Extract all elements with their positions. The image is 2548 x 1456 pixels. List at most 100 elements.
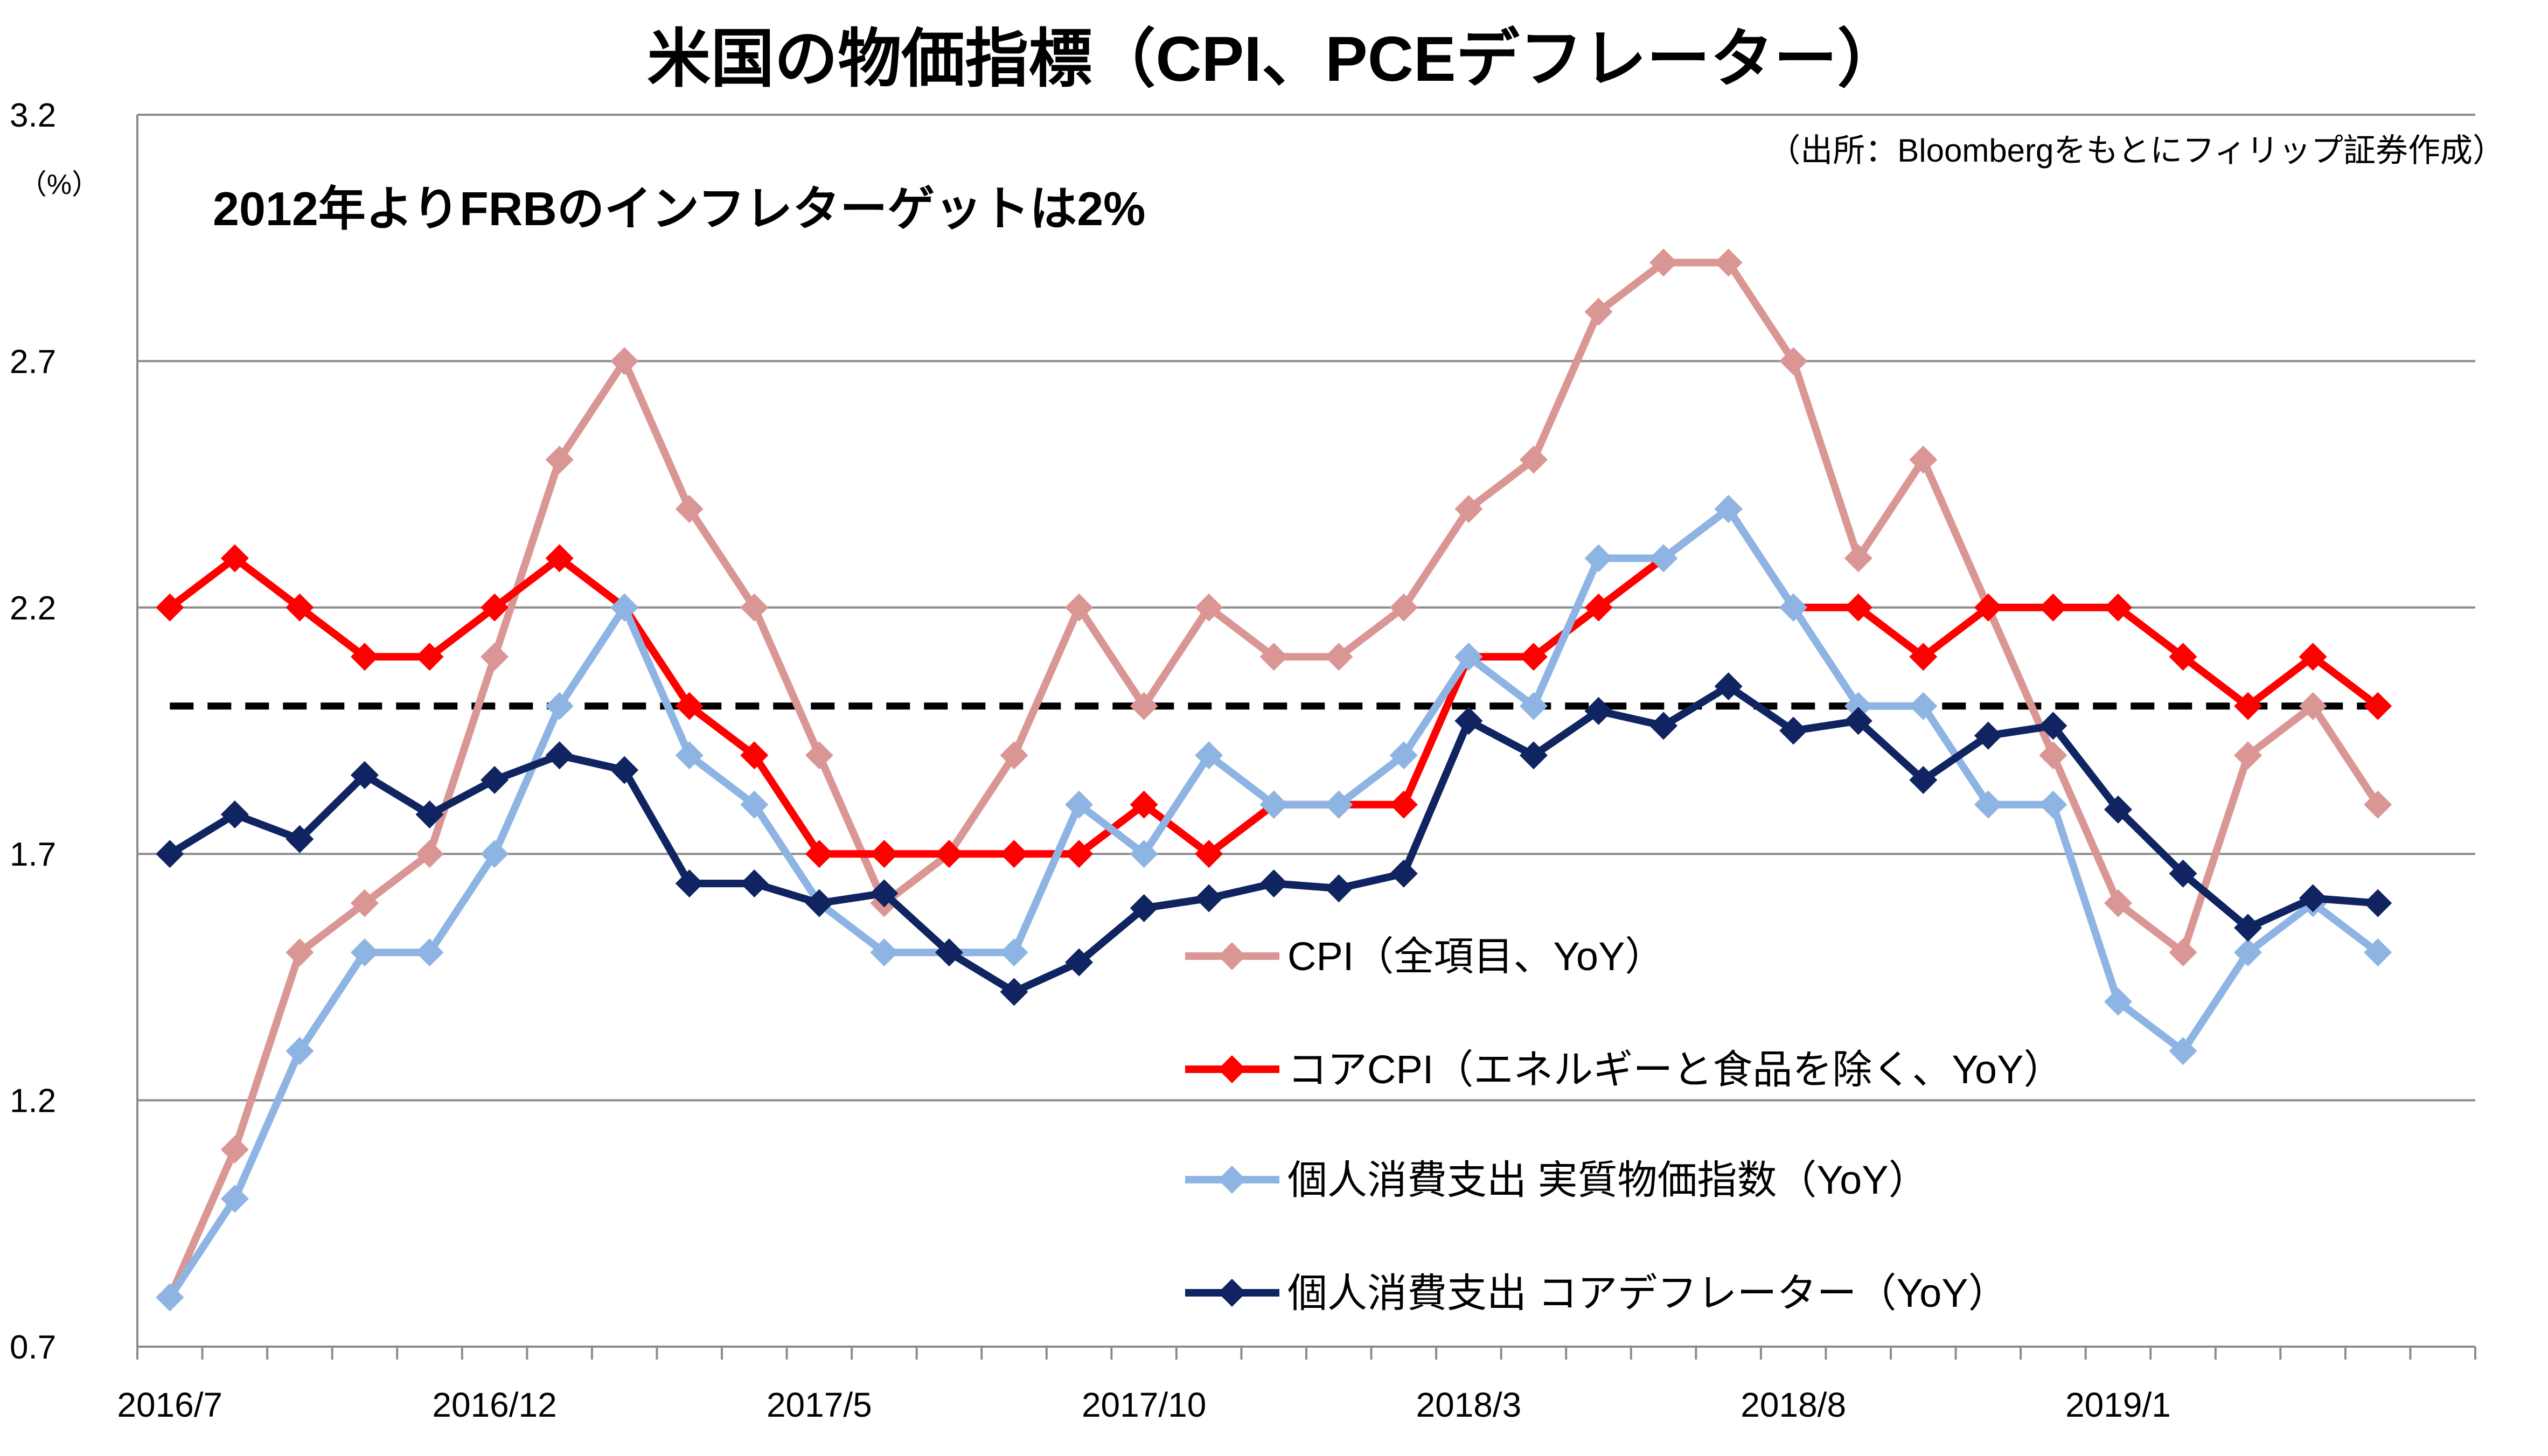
data-point: [1714, 672, 1743, 701]
data-point: [1195, 840, 1223, 868]
data-point: [220, 1185, 249, 1213]
data-point: [1000, 978, 1028, 1006]
x-tick-label: 2019/1: [2065, 1385, 2171, 1424]
data-point: [2299, 692, 2327, 720]
legend-label: 個人消費支出 実質物価指数（YoY）: [1287, 1158, 1929, 1202]
data-point: [1779, 593, 1808, 622]
y-axis-unit: （%）: [19, 169, 100, 200]
data-point: [1584, 696, 1613, 725]
data-point: [1909, 445, 1938, 474]
legend-marker: [1218, 1279, 1246, 1307]
data-point: [805, 889, 833, 917]
data-point: [740, 593, 769, 622]
series-lines: [156, 248, 2392, 1312]
y-tick-label: 1.2: [10, 1083, 56, 1120]
data-point: [545, 741, 574, 770]
y-tick-label: 3.2: [10, 97, 56, 134]
data-point: [545, 692, 574, 720]
data-point: [1584, 593, 1613, 622]
data-point: [1649, 712, 1678, 740]
data-point: [610, 756, 639, 784]
legend: CPI（全項目、YoY） コアCPI（エネルギーと食品を除く、YoY） 個人消費支出…: [1185, 934, 2063, 1315]
data-point: [220, 800, 249, 829]
data-point: [156, 840, 184, 868]
y-tick-label: 2.7: [10, 343, 56, 380]
data-point: [2039, 790, 2067, 819]
data-point: [870, 840, 899, 868]
data-point: [415, 840, 444, 868]
x-tick-label: 2016/7: [117, 1385, 222, 1424]
x-tick-label: 2018/8: [1741, 1385, 1846, 1424]
data-point: [2364, 790, 2392, 819]
data-point: [1974, 790, 2002, 819]
data-point: [481, 765, 509, 794]
data-point: [2169, 643, 2197, 671]
data-point: [1584, 544, 1613, 573]
legend-marker: [1218, 942, 1246, 970]
data-point: [675, 494, 704, 523]
data-point: [2104, 593, 2132, 622]
data-point: [1130, 894, 1158, 922]
data-point: [870, 879, 899, 908]
data-point: [1389, 593, 1418, 622]
data-point: [740, 869, 769, 898]
data-point: [1844, 544, 1872, 573]
x-tick-label: 2018/3: [1416, 1385, 1522, 1424]
data-point: [1454, 643, 1483, 671]
data-point: [2364, 692, 2392, 720]
x-tick-label: 2017/10: [1082, 1385, 1206, 1424]
data-point: [415, 800, 444, 829]
data-point: [2169, 938, 2197, 967]
data-point: [675, 741, 704, 770]
data-point: [1649, 544, 1678, 573]
data-point: [1389, 859, 1418, 888]
data-point: [610, 347, 639, 375]
data-point: [2039, 741, 2067, 770]
data-point: [2364, 938, 2392, 967]
data-point: [1259, 643, 1288, 671]
legend-marker: [1218, 1166, 1246, 1194]
data-point: [1000, 840, 1028, 868]
data-point: [740, 790, 769, 819]
data-point: [1909, 765, 1938, 794]
data-point: [2039, 712, 2067, 740]
data-point: [805, 741, 833, 770]
data-point: [350, 889, 379, 917]
data-point: [286, 825, 314, 853]
data-point: [1130, 692, 1158, 720]
data-point: [1974, 721, 2002, 750]
data-point: [1259, 869, 1288, 898]
data-point: [1714, 494, 1743, 523]
data-point: [2364, 889, 2392, 917]
data-point: [1519, 692, 1548, 720]
data-point: [1065, 948, 1094, 977]
data-point: [1130, 840, 1158, 868]
data-point: [935, 840, 963, 868]
data-point: [350, 938, 379, 967]
data-point: [220, 1135, 249, 1164]
data-point: [220, 544, 249, 573]
data-point: [1714, 248, 1743, 277]
legend-label: コアCPI（エネルギーと食品を除く、YoY）: [1287, 1047, 2063, 1092]
data-point: [481, 643, 509, 671]
data-point: [1779, 716, 1808, 745]
data-point: [481, 593, 509, 622]
y-tick-label: 2.2: [10, 590, 56, 627]
data-point: [1454, 494, 1483, 523]
y-tick-label: 1.7: [10, 836, 56, 873]
data-point: [2039, 593, 2067, 622]
legend-marker: [1218, 1055, 1246, 1083]
data-point: [286, 938, 314, 967]
data-point: [286, 593, 314, 622]
data-point: [1584, 297, 1613, 326]
data-point: [1065, 790, 1094, 819]
data-point: [805, 840, 833, 868]
y-tick-label: 0.7: [10, 1329, 56, 1366]
data-point: [1649, 248, 1678, 277]
legend-label: CPI（全項目、YoY）: [1287, 934, 1665, 979]
data-point: [675, 692, 704, 720]
data-point: [1325, 874, 1353, 903]
